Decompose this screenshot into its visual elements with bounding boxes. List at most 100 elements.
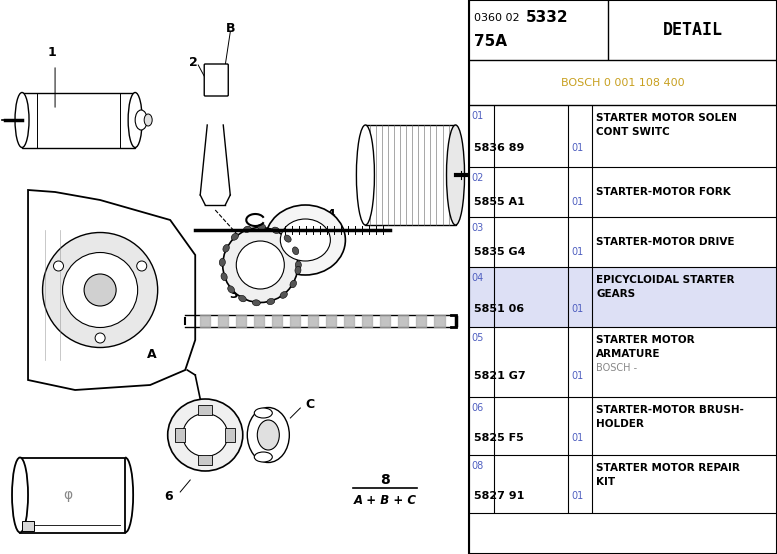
Text: DETAIL: DETAIL	[663, 21, 723, 39]
Ellipse shape	[295, 266, 301, 274]
Text: 5836 89: 5836 89	[473, 143, 524, 153]
Text: A: A	[148, 348, 157, 362]
Ellipse shape	[280, 291, 287, 299]
Ellipse shape	[257, 420, 279, 450]
Bar	[20, 458, 125, 532]
Text: 5825 F5: 5825 F5	[473, 433, 523, 443]
Ellipse shape	[292, 247, 298, 255]
Bar	[22, 93, 135, 147]
Text: B: B	[225, 22, 235, 34]
Ellipse shape	[290, 280, 297, 288]
Bar	[469, 267, 777, 327]
Text: 5835 G4: 5835 G4	[473, 247, 525, 257]
Ellipse shape	[84, 274, 116, 306]
Ellipse shape	[258, 224, 266, 230]
Ellipse shape	[239, 295, 246, 302]
Bar	[365, 125, 455, 225]
Text: A + B + C: A + B + C	[354, 494, 417, 506]
Ellipse shape	[295, 261, 301, 269]
Text: 06: 06	[472, 403, 484, 413]
Ellipse shape	[357, 125, 375, 225]
Ellipse shape	[137, 261, 147, 271]
Text: 03: 03	[472, 223, 484, 233]
FancyBboxPatch shape	[204, 64, 228, 96]
Text: CONT SWITC: CONT SWITC	[596, 127, 670, 137]
Ellipse shape	[447, 125, 465, 225]
Text: 01: 01	[571, 371, 584, 381]
Text: 01: 01	[571, 143, 584, 153]
Text: 6: 6	[164, 490, 172, 504]
Ellipse shape	[284, 235, 291, 242]
Bar	[198, 455, 212, 465]
Ellipse shape	[221, 273, 227, 281]
Bar	[225, 428, 235, 442]
Text: 02: 02	[472, 173, 484, 183]
Text: 75A: 75A	[473, 34, 507, 49]
Ellipse shape	[95, 333, 105, 343]
Text: 08: 08	[472, 461, 484, 471]
Text: EPICYCLOIDAL STARTER: EPICYCLOIDAL STARTER	[596, 275, 735, 285]
Text: φ: φ	[64, 488, 72, 502]
Text: STARTER MOTOR REPAIR: STARTER MOTOR REPAIR	[596, 463, 740, 473]
Text: 5827 91: 5827 91	[473, 491, 524, 501]
Ellipse shape	[135, 110, 147, 130]
Text: BOSCH -: BOSCH -	[596, 363, 637, 373]
Text: 01: 01	[571, 304, 584, 314]
Polygon shape	[28, 190, 195, 390]
Text: 01: 01	[571, 433, 584, 443]
Text: 3: 3	[229, 289, 238, 301]
Text: BOSCH 0 001 108 400: BOSCH 0 001 108 400	[561, 78, 685, 88]
Ellipse shape	[236, 241, 284, 289]
Text: 01: 01	[472, 111, 484, 121]
Text: STARTER-MOTOR BRUSH-: STARTER-MOTOR BRUSH-	[596, 405, 744, 415]
Text: 04: 04	[472, 273, 484, 283]
Text: 01: 01	[571, 247, 584, 257]
Ellipse shape	[265, 205, 346, 275]
Ellipse shape	[254, 452, 272, 462]
Text: 01: 01	[571, 197, 584, 207]
Ellipse shape	[15, 93, 29, 147]
Text: C: C	[306, 398, 315, 412]
Ellipse shape	[254, 408, 272, 418]
Ellipse shape	[272, 227, 280, 233]
Ellipse shape	[12, 458, 28, 532]
Ellipse shape	[228, 286, 235, 293]
Text: 5821 G7: 5821 G7	[473, 371, 525, 381]
Text: 1: 1	[47, 45, 57, 59]
Bar	[175, 428, 185, 442]
Ellipse shape	[145, 114, 152, 126]
Ellipse shape	[54, 261, 64, 271]
Ellipse shape	[243, 226, 251, 233]
Ellipse shape	[219, 258, 225, 266]
Ellipse shape	[247, 408, 289, 463]
Text: STARTER-MOTOR DRIVE: STARTER-MOTOR DRIVE	[596, 237, 735, 247]
Text: 8: 8	[381, 473, 390, 487]
Text: 5: 5	[426, 134, 435, 146]
Text: GEARS: GEARS	[596, 289, 636, 299]
Ellipse shape	[128, 93, 142, 147]
Text: HOLDER: HOLDER	[596, 419, 644, 429]
Text: 5855 A1: 5855 A1	[473, 197, 524, 207]
Text: 5332: 5332	[525, 11, 568, 25]
Ellipse shape	[232, 233, 239, 240]
Text: 01: 01	[571, 491, 584, 501]
Ellipse shape	[223, 228, 298, 302]
Ellipse shape	[168, 399, 242, 471]
Ellipse shape	[267, 299, 275, 305]
Text: STARTER MOTOR SOLEN: STARTER MOTOR SOLEN	[596, 113, 737, 123]
Text: 5851 06: 5851 06	[473, 304, 524, 314]
Ellipse shape	[223, 244, 229, 252]
Ellipse shape	[280, 219, 330, 261]
Ellipse shape	[43, 233, 158, 347]
Bar	[198, 405, 212, 415]
Text: 0360 02: 0360 02	[473, 13, 523, 23]
Bar	[22, 521, 34, 531]
Text: KIT: KIT	[596, 477, 615, 487]
Ellipse shape	[63, 253, 138, 327]
Ellipse shape	[183, 413, 228, 456]
Text: STARTER MOTOR: STARTER MOTOR	[596, 335, 695, 345]
Text: 2: 2	[189, 55, 197, 69]
Ellipse shape	[253, 300, 260, 306]
Text: 05: 05	[472, 333, 484, 343]
Text: 4: 4	[326, 208, 335, 222]
